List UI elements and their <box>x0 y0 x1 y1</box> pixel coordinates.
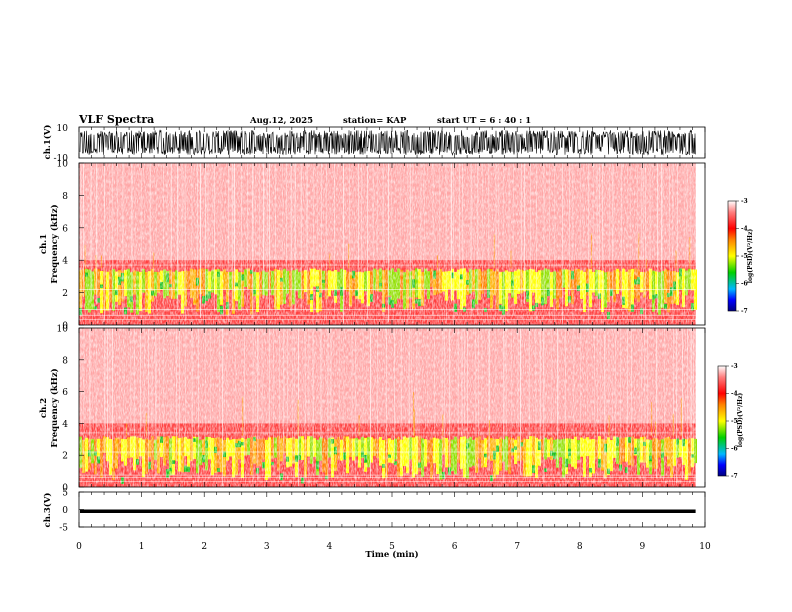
time-tick-label: 2 <box>201 542 207 552</box>
ch3-ytick-label: -5 <box>59 524 68 534</box>
time-tick-label: 0 <box>76 542 82 552</box>
ch2-colorbar-tick-label: -4 <box>731 391 738 398</box>
time-tick-label: 10 <box>699 542 711 552</box>
figure-title: VLF Spectra <box>78 113 154 126</box>
time-tick-label: 5 <box>389 542 395 552</box>
ch2-spec-ylabel-freq: Frequency (kHz) <box>49 368 60 447</box>
ch1-colorbar-tick-label: -6 <box>741 281 748 288</box>
ch1-ylabel: ch.1(V) <box>42 125 53 160</box>
ch1-colorbar-tick-label: -7 <box>741 308 748 315</box>
ch2-spectrogram-panel: 0 2 4 6 8 10 ch.2 Frequency (kHz) -3 -4 -5 -6 -7 … <box>39 325 744 494</box>
time-tick-label: 7 <box>514 542 520 552</box>
ch2-spec-ytick-label: 2 <box>62 452 68 462</box>
ch2-colorbar-label: log(PSD)(V²/Hz) <box>737 393 744 448</box>
ch1-spec-ytick-label: 0 <box>62 322 68 332</box>
ch1-colorbar-tick-label: -5 <box>741 253 748 260</box>
time-tick-label: 9 <box>640 542 646 552</box>
spectrogram-speckle <box>79 163 696 325</box>
ch2-spec-ytick-label: 10 <box>57 325 69 335</box>
time-axis: 0 1 2 3 4 5 6 7 8 9 10 Time (min) <box>76 542 711 560</box>
ch2-colorbar-tick-label: -5 <box>731 418 738 425</box>
ch1-colorbar: -3 -4 -5 -6 -7 log(PSD)(V²/Hz) <box>727 198 754 315</box>
spectrogram-speckle <box>79 328 696 487</box>
ch2-colorbar-tick-label: -3 <box>731 363 738 370</box>
ch3-ytick-label: 5 <box>62 489 68 499</box>
ch1-colorbar-tick-label: -3 <box>741 198 748 205</box>
date-label: Aug.12, 2025 <box>249 116 313 126</box>
ch2-spec-ylabel-channel: ch.2 <box>39 398 49 418</box>
ch2-spec-ytick-label: 0 <box>62 484 68 494</box>
ch1-waveform-panel: 10 -10 ch.1(V) <box>42 124 706 164</box>
time-tick-label: 4 <box>327 542 333 552</box>
ch2-spectrogram-image <box>79 328 697 487</box>
ch2-colorbar-tick-label: -6 <box>731 446 738 453</box>
ch3-ylabel: ch.3(V) <box>42 493 53 528</box>
time-tick-label: 1 <box>139 542 145 552</box>
ch3-waveform-panel: 5 0 -5 ch.3(V) <box>42 489 706 534</box>
ch1-spec-ytick-label: 6 <box>62 224 68 234</box>
ch1-colorbar-tick-label: -4 <box>741 226 748 233</box>
ch1-spec-ytick-label: 8 <box>62 192 68 202</box>
ch1-spec-ylabel-freq: Frequency (kHz) <box>49 204 60 283</box>
ch2-colorbar-scale <box>717 365 727 477</box>
ch1-spec-ytick-label: 2 <box>62 289 68 299</box>
ch1-ytick-top: 10 <box>57 124 69 134</box>
ch2-spec-ytick-label: 4 <box>62 420 68 430</box>
ch1-spec-ylabel-channel: ch.1 <box>39 234 49 254</box>
ch2-spec-ytick-label: 8 <box>62 356 68 366</box>
time-axis-label: Time (min) <box>365 549 418 560</box>
time-tick-label: 8 <box>577 542 583 552</box>
station-label: station= KAP <box>343 116 407 126</box>
ch1-colorbar-scale <box>727 200 737 312</box>
ch3-waveform-trace <box>80 509 696 513</box>
ch1-waveform-trace <box>79 128 696 156</box>
time-tick-label: 6 <box>452 542 458 552</box>
ch2-spec-ytick-label: 6 <box>62 388 68 398</box>
ch1-spectrogram-panel: 0 2 4 6 8 10 ch.1 Frequency (kHz) -3 -4 -5 -6 -7 … <box>39 160 754 332</box>
ch1-ytick-bottom: -10 <box>54 154 69 164</box>
ch1-spec-ytick-label: 10 <box>57 160 69 170</box>
time-tick-label: 3 <box>264 542 270 552</box>
ch2-colorbar: -3 -4 -5 -6 -7 log(PSD)(V²/Hz) <box>717 363 744 480</box>
ch1-spec-ytick-label: 4 <box>62 257 68 267</box>
ch3-ytick-label: 0 <box>62 506 68 516</box>
start-ut-label: start UT = 6 : 40 : 1 <box>437 116 531 126</box>
ch2-colorbar-tick-label: -7 <box>731 473 738 480</box>
ch1-spectrogram-image <box>79 163 697 325</box>
ch1-colorbar-label: log(PSD)(V²/Hz) <box>747 229 754 284</box>
